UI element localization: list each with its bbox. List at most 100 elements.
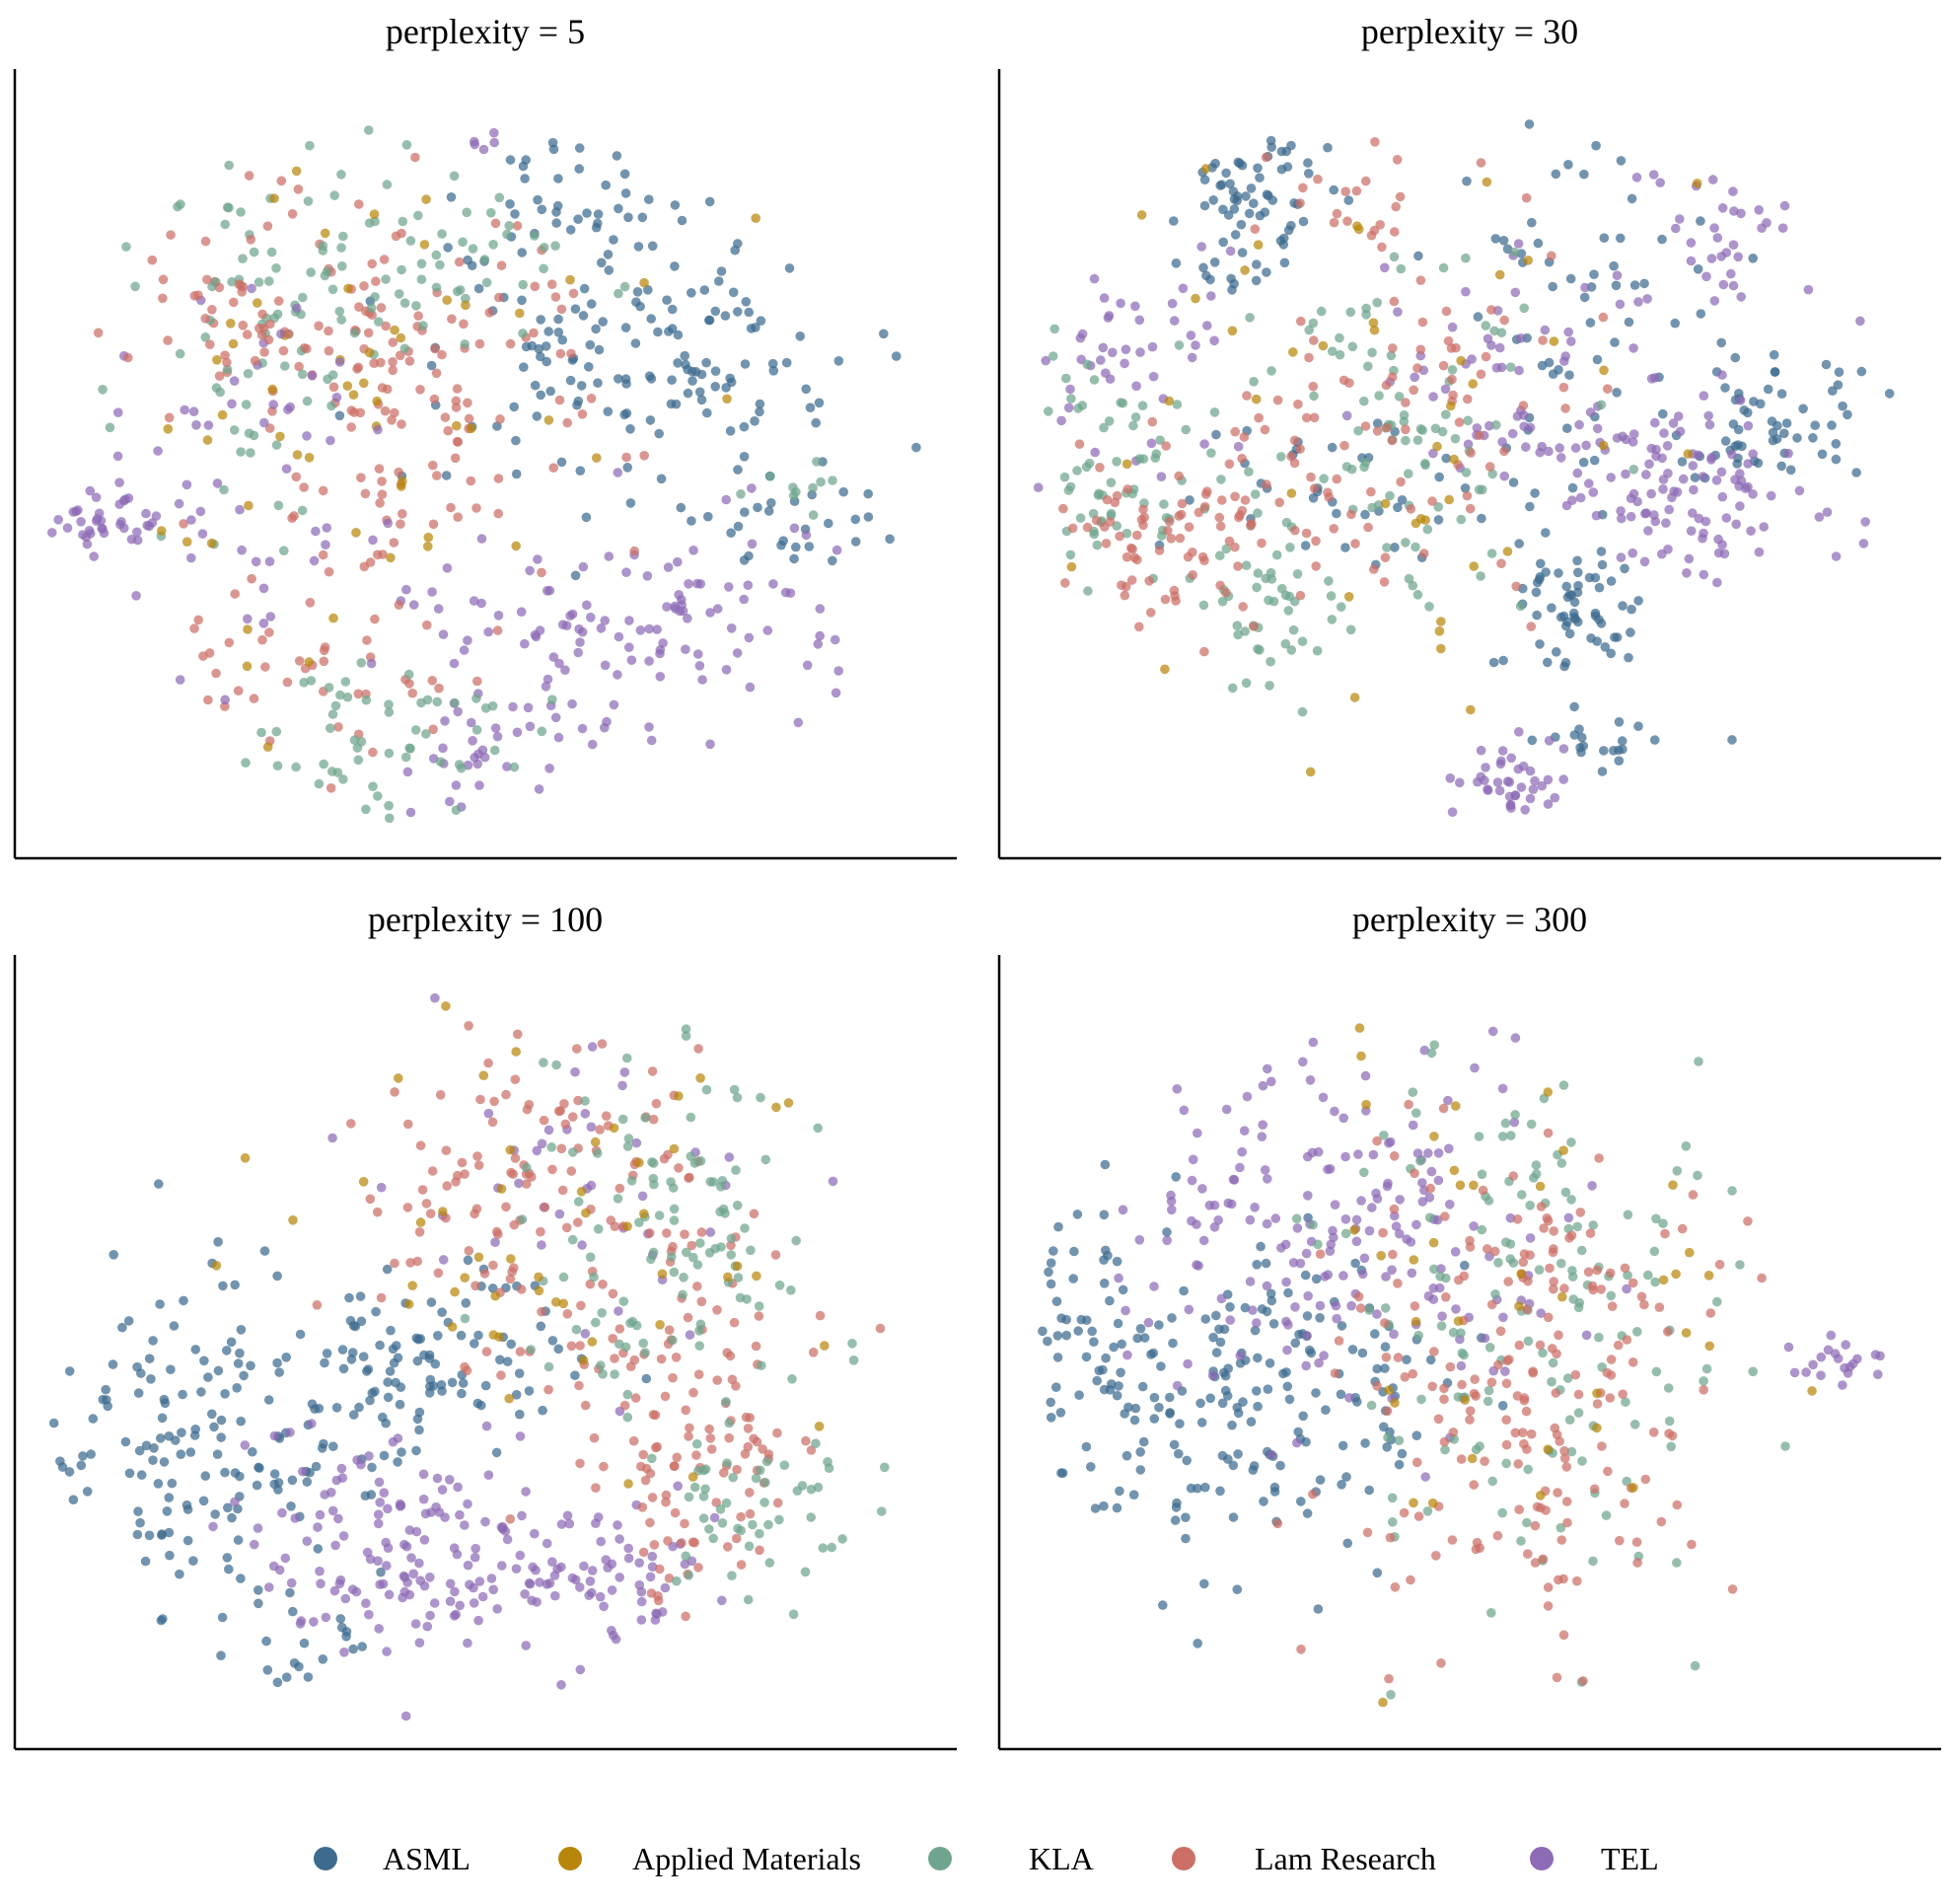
point-lam-research [1705, 1308, 1716, 1318]
point-tel [1686, 526, 1697, 536]
point-lam-research [1486, 305, 1496, 315]
point-tel [490, 723, 501, 733]
point-tel [1699, 391, 1709, 402]
point-lam-research [376, 1292, 387, 1303]
point-asml [791, 542, 801, 552]
point-kla [462, 207, 472, 218]
point-applied-materials [206, 538, 217, 549]
point-tel [1417, 1178, 1427, 1188]
point-asml [728, 287, 739, 298]
point-tel [1592, 423, 1603, 434]
point-applied-materials [369, 209, 380, 219]
point-tel [1743, 420, 1754, 431]
point-asml [1599, 233, 1610, 243]
point-asml [146, 1374, 156, 1384]
legend: ASML Applied Materials KLA Lam Research TEL [314, 1841, 1659, 1876]
point-asml [473, 283, 484, 294]
point-tel [617, 1080, 627, 1091]
point-tel [437, 1485, 448, 1495]
point-lam-research [1475, 1543, 1484, 1553]
point-kla [617, 1114, 628, 1125]
point-tel [675, 606, 685, 617]
point-asml [1341, 1472, 1351, 1482]
point-tel [1712, 233, 1723, 243]
point-kla [1112, 457, 1121, 467]
point-lam-research [1370, 137, 1380, 147]
point-asml [614, 374, 623, 384]
point-asml [182, 1535, 193, 1546]
point-kla [788, 490, 799, 501]
point-kla [1389, 252, 1400, 262]
point-asml [365, 1395, 375, 1406]
point-lam-research [1301, 528, 1312, 539]
point-lam-research [326, 783, 336, 793]
point-tel [534, 784, 544, 794]
point-tel [1703, 410, 1713, 421]
point-lam-research [637, 1502, 648, 1512]
point-applied-materials [447, 1322, 458, 1332]
point-kla [1562, 1373, 1573, 1383]
point-kla [689, 1482, 700, 1493]
point-kla [366, 303, 377, 314]
point-tel [307, 1419, 317, 1428]
point-kla [646, 1254, 656, 1265]
point-asml [348, 1644, 358, 1654]
point-asml [891, 351, 902, 361]
point-tel [1481, 763, 1490, 772]
point-tel [268, 400, 279, 409]
point-tel [492, 731, 503, 742]
point-asml [1282, 1381, 1293, 1392]
point-tel [1689, 484, 1699, 495]
point-asml [670, 261, 680, 271]
point-asml [644, 194, 654, 204]
point-tel [1188, 1154, 1198, 1165]
point-applied-materials [657, 1269, 668, 1280]
point-lam-research [671, 1353, 682, 1362]
point-lam-research [684, 1173, 693, 1183]
point-lam-research [595, 1125, 605, 1135]
point-lam-research [601, 1111, 612, 1121]
point-tel [1389, 1329, 1399, 1340]
point-tel [114, 477, 124, 488]
point-tel [1192, 1219, 1201, 1229]
point-tel [1712, 577, 1722, 588]
point-tel [1331, 1300, 1341, 1311]
point-tel [570, 1574, 581, 1585]
point-kla [303, 196, 314, 206]
point-lam-research [1134, 622, 1144, 632]
point-lam-research [388, 337, 398, 347]
point-asml [911, 442, 921, 453]
point-lam-research [550, 292, 561, 302]
point-tel [486, 1574, 497, 1583]
point-asml [220, 1389, 230, 1399]
point-applied-materials [441, 1001, 451, 1011]
point-kla [1386, 350, 1397, 361]
point-lam-research [1620, 1263, 1630, 1274]
point-lam-research [1594, 1153, 1604, 1163]
point-tel [315, 1509, 326, 1520]
point-asml [1137, 1381, 1148, 1392]
point-lam-research [674, 1163, 684, 1173]
point-tel [1338, 1113, 1348, 1124]
point-applied-materials [342, 381, 353, 392]
point-asml [545, 386, 555, 397]
point-asml [1490, 234, 1501, 244]
point-lam-research [496, 1370, 506, 1380]
point-kla [1556, 1158, 1567, 1168]
point-tel [623, 1543, 633, 1554]
point-kla [1252, 582, 1262, 593]
point-lam-research [1372, 426, 1383, 436]
point-lam-research [664, 1325, 675, 1335]
point-asml [1068, 1274, 1078, 1283]
point-lam-research [1175, 533, 1186, 544]
point-tel [644, 656, 654, 666]
point-kla [244, 428, 254, 439]
point-tel [1167, 1205, 1177, 1215]
point-tel [1262, 1281, 1272, 1291]
point-applied-materials [163, 424, 174, 434]
panel-3: perplexity = 100 [13, 900, 957, 1751]
point-lam-research [450, 453, 461, 464]
point-tel [502, 762, 512, 771]
point-asml [1838, 401, 1847, 411]
point-tel [1411, 1219, 1421, 1230]
